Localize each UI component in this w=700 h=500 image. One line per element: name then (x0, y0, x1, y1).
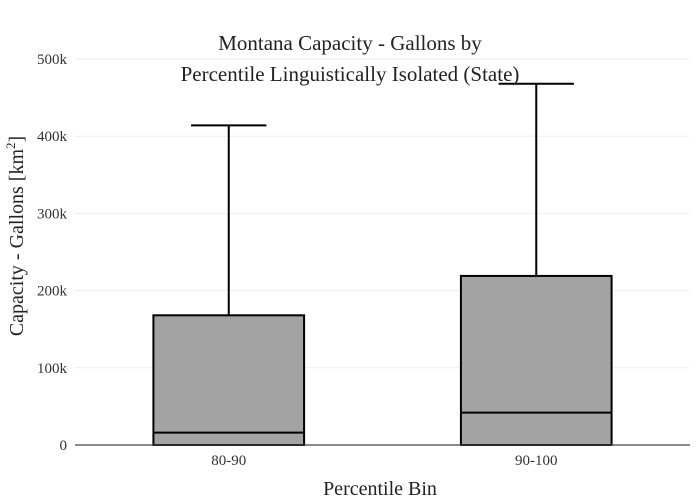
y-tick-label: 0 (60, 438, 68, 454)
y-tick-label: 100k (37, 361, 68, 377)
y-axis-title-suffix: ] (6, 136, 28, 143)
box-90-100 (459, 82, 613, 446)
x-tick-labels: 80-90 90-100 (211, 453, 557, 469)
x-tick-label: 80-90 (211, 453, 246, 469)
y-axis-title: Capacity - Gallons [km2] (3, 136, 28, 336)
x-tick-label: 90-100 (515, 453, 558, 469)
box-80-90 (152, 124, 306, 446)
chart-title-line-2: Percentile Linguistically Isolated (Stat… (181, 62, 520, 86)
box-series (152, 82, 613, 446)
box-body (459, 274, 613, 446)
y-tick-label: 200k (37, 284, 68, 300)
y-tick-label: 300k (37, 206, 68, 222)
chart-title-line-1: Montana Capacity - Gallons by (218, 31, 482, 55)
y-tick-label: 500k (37, 52, 68, 68)
box-body (152, 314, 306, 446)
y-axis-title-text: Capacity - Gallons [km (6, 149, 28, 337)
x-axis-title: Percentile Bin (323, 478, 437, 500)
y-axis-title-superscript: 2 (3, 142, 18, 149)
y-tick-labels: 0 100k 200k 300k 400k 500k (37, 52, 68, 454)
y-tick-label: 400k (37, 129, 68, 145)
